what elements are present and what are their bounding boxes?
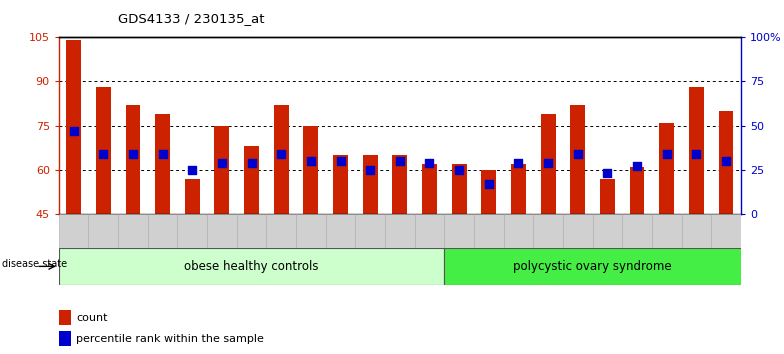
Bar [66,40,81,214]
Bar [125,105,140,214]
Bar [244,146,259,214]
Point [186,167,198,173]
Bar [393,155,407,214]
Bar [481,170,496,214]
Bar [681,214,711,248]
Bar [563,214,593,248]
Bar [363,155,378,214]
Bar [511,164,526,214]
Bar [333,155,348,214]
Bar [237,214,267,248]
Bar [89,214,118,248]
Bar [59,214,89,248]
Point [305,158,318,164]
Point [690,151,702,157]
Bar [147,214,177,248]
Bar [474,214,503,248]
Bar [267,214,296,248]
Point [453,167,466,173]
Point [423,160,436,166]
Bar [207,214,237,248]
Bar [622,214,652,248]
Bar [503,214,533,248]
Bar [422,164,437,214]
Point [216,160,228,166]
Bar [445,214,474,248]
Point [542,160,554,166]
Point [394,158,406,164]
Bar [303,126,318,214]
Text: polycystic ovary syndrome: polycystic ovary syndrome [514,260,672,273]
Point [601,171,614,176]
Bar [570,105,585,214]
Bar [630,167,644,214]
Bar [274,105,289,214]
Bar [355,214,385,248]
Point [720,158,732,164]
Bar [719,111,734,214]
Text: percentile rank within the sample: percentile rank within the sample [76,335,264,344]
Bar [185,179,200,214]
Bar [325,214,355,248]
Point [245,160,258,166]
Bar [452,164,466,214]
Bar [711,214,741,248]
Text: GDS4133 / 230135_at: GDS4133 / 230135_at [118,12,264,25]
Bar [385,214,415,248]
Bar [415,214,445,248]
Point [660,151,673,157]
Bar [155,114,170,214]
Text: count: count [76,313,108,323]
Point [364,167,376,173]
Bar [593,214,622,248]
Point [572,151,584,157]
Bar [445,248,756,285]
Bar [541,114,556,214]
Point [512,160,524,166]
Bar [600,179,615,214]
Bar [96,87,111,214]
Bar [296,214,325,248]
Bar [215,126,229,214]
Bar [177,214,207,248]
Point [482,181,495,187]
Point [631,164,644,169]
Bar [689,87,704,214]
Point [334,158,347,164]
Bar [59,248,445,285]
Point [156,151,169,157]
Point [67,128,80,134]
Point [275,151,288,157]
Text: obese healthy controls: obese healthy controls [184,260,319,273]
Bar [59,310,71,325]
Bar [659,123,674,214]
Bar [118,214,147,248]
Bar [59,331,71,346]
Bar [652,214,681,248]
Point [127,151,140,157]
Text: disease state: disease state [2,259,67,269]
Point [97,151,110,157]
Bar [533,214,563,248]
